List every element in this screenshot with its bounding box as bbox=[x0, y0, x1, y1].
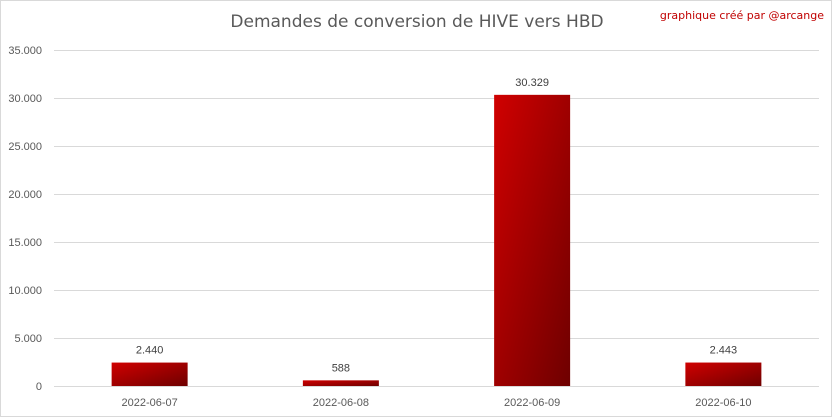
y-axis-ticks: 0 5.000 10.000 15.000 20.000 25.000 30.000 35.0… bbox=[8, 45, 42, 393]
x-axis-ticks: 2022-06-07 2022-06-08 2022-06-09 2022-06-10 bbox=[121, 397, 751, 409]
data-label: 588 bbox=[332, 362, 350, 374]
y-tick-label: 10.000 bbox=[8, 285, 42, 297]
bar bbox=[111, 362, 188, 386]
x-tick-label: 2022-06-10 bbox=[695, 397, 751, 409]
bar bbox=[494, 94, 571, 386]
y-tick-label: 35.000 bbox=[8, 45, 42, 57]
chart-credit: graphique créé par @arcange bbox=[659, 9, 824, 22]
y-tick-label: 15.000 bbox=[8, 237, 42, 249]
data-label: 2.443 bbox=[710, 345, 738, 357]
data-labels: 2.440 588 30.329 2.443 bbox=[136, 77, 737, 375]
y-tick-label: 25.000 bbox=[8, 141, 42, 153]
bars bbox=[111, 94, 762, 386]
x-tick-label: 2022-06-09 bbox=[504, 397, 560, 409]
data-label: 2.440 bbox=[136, 345, 164, 357]
chart-title: Demandes de conversion de HIVE vers HBD bbox=[230, 12, 604, 32]
x-tick-label: 2022-06-07 bbox=[121, 397, 177, 409]
y-tick-label: 20.000 bbox=[8, 189, 42, 201]
bar bbox=[685, 362, 762, 386]
y-tick-label: 5.000 bbox=[14, 333, 42, 345]
y-tick-label: 30.000 bbox=[8, 93, 42, 105]
gridlines bbox=[54, 50, 819, 387]
x-tick-label: 2022-06-08 bbox=[313, 397, 369, 409]
data-label: 30.329 bbox=[515, 77, 549, 89]
bar bbox=[302, 380, 379, 386]
y-tick-label: 0 bbox=[36, 381, 42, 393]
